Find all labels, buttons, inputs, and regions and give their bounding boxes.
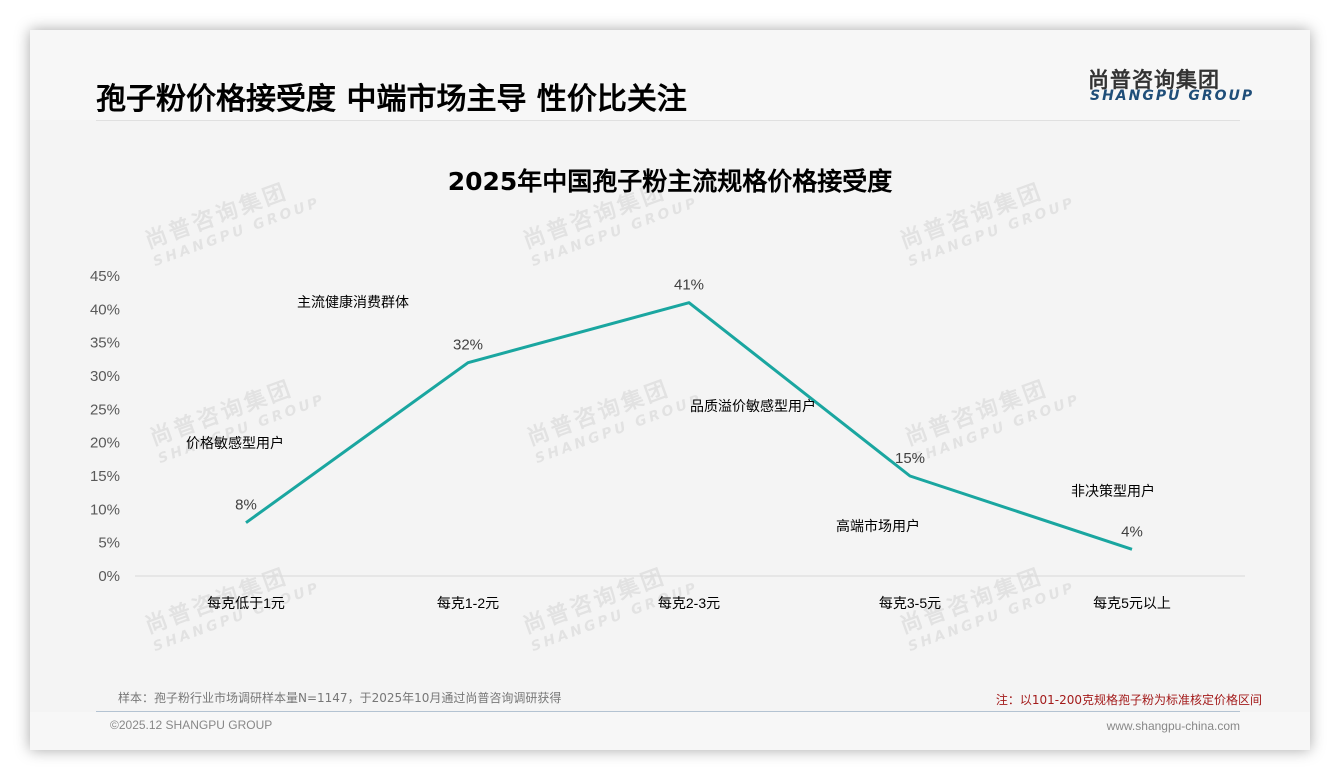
page-title: 孢子粉价格接受度 中端市场主导 性价比关注 — [96, 82, 687, 117]
annotation-label: 主流健康消费群体 — [297, 294, 409, 310]
sample-footnote: 样本：孢子粉行业市场调研样本量N=1147，于2025年10月通过尚普咨询调研获… — [118, 691, 562, 705]
y-tick-label: 5% — [98, 535, 120, 552]
data-label: 32% — [453, 337, 483, 354]
logo-text-en: SHANGPU GROUP — [1090, 88, 1255, 104]
footer-divider — [96, 711, 1240, 712]
y-tick-label: 45% — [90, 268, 120, 285]
chart-title: 2025年中国孢子粉主流规格价格接受度 — [447, 167, 893, 196]
annotation-label: 价格敏感型用户 — [186, 435, 284, 451]
footer-bar — [30, 712, 1310, 750]
y-tick-label: 35% — [90, 335, 120, 352]
title-divider — [96, 120, 1240, 121]
y-tick-label: 20% — [90, 435, 120, 452]
note-text: 注：以101-200克规格孢子粉为标准核定价格区间 — [995, 693, 1262, 707]
x-tick-label: 每克1-2元 — [437, 595, 499, 611]
data-label: 4% — [1121, 523, 1143, 540]
y-tick-label: 0% — [98, 568, 120, 585]
x-tick-label: 每克3-5元 — [879, 595, 941, 611]
logo-text-cn: 尚普咨询集团 — [1088, 68, 1220, 92]
y-axis: 0% 5% 10% 15% 20% 25% 30% 35% 40% 45% — [90, 268, 120, 585]
website-link[interactable]: www.shangpu-china.com — [1106, 719, 1240, 733]
line-chart: 0% 5% 10% 15% 20% 25% 30% 35% 40% 45% 8% 32% 41% 15%… — [90, 268, 1245, 611]
y-tick-label: 40% — [90, 301, 120, 318]
annotation-label: 高端市场用户 — [836, 518, 920, 534]
data-label: 15% — [895, 450, 925, 467]
data-labels: 8% 32% 41% 15% 4% — [235, 277, 1143, 541]
series-line — [245, 301, 1133, 551]
y-tick-label: 30% — [90, 368, 120, 385]
y-tick-label: 15% — [90, 468, 120, 485]
x-tick-label: 每克5元以上 — [1093, 595, 1171, 611]
data-label: 41% — [674, 277, 704, 294]
slide: 孢子粉价格接受度 中端市场主导 性价比关注 尚普咨询集团 SHANGPU GRO… — [30, 30, 1310, 750]
data-label: 8% — [235, 497, 257, 514]
y-tick-label: 25% — [90, 401, 120, 418]
copyright: ©2025.12 SHANGPU GROUP — [110, 718, 273, 732]
header — [30, 30, 1310, 120]
x-tick-label: 每克2-3元 — [658, 595, 720, 611]
annotation-label: 品质溢价敏感型用户 — [690, 398, 816, 414]
y-tick-label: 10% — [90, 501, 120, 518]
x-axis: 每克低于1元 每克1-2元 每克2-3元 每克3-5元 每克5元以上 — [207, 595, 1171, 611]
x-tick-label: 每克低于1元 — [207, 595, 285, 611]
annotation-label: 非决策型用户 — [1071, 483, 1155, 499]
